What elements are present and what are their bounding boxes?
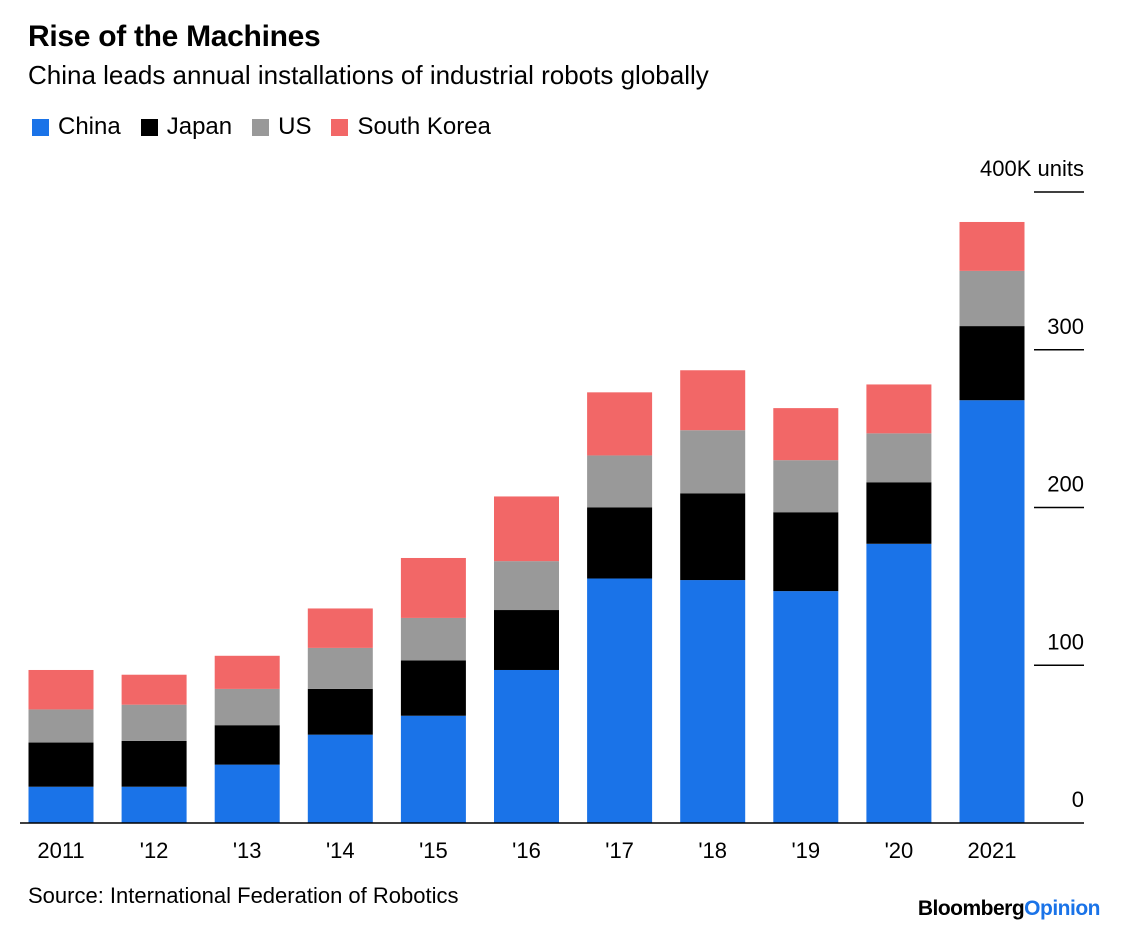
y-tick-label-200: 200 bbox=[1047, 472, 1084, 497]
x-tick-label-19: '19 bbox=[791, 838, 820, 863]
bar-japan-20 bbox=[866, 482, 932, 544]
bar-south-korea-16 bbox=[494, 496, 559, 562]
legend-item-china: China bbox=[32, 113, 121, 141]
legend-item-japan: Japan bbox=[140, 113, 233, 141]
legend-item-south-korea: South Korea bbox=[331, 113, 491, 141]
x-tick-label-18: '18 bbox=[698, 838, 727, 863]
bar-south-korea-2021 bbox=[959, 221, 1025, 271]
bar-china-13 bbox=[214, 764, 280, 823]
brand-main: Bloomberg bbox=[917, 897, 1025, 920]
bar-china-15 bbox=[400, 715, 466, 823]
x-tick-label-2011: 2011 bbox=[37, 838, 84, 863]
bar-us-16 bbox=[494, 561, 559, 611]
bar-us-19 bbox=[773, 460, 839, 513]
x-tick-label-16: '16 bbox=[512, 838, 541, 863]
legend-swatch-south-korea bbox=[331, 118, 349, 136]
bar-south-korea-12 bbox=[121, 674, 187, 705]
y-tick-label-100: 100 bbox=[1047, 629, 1084, 654]
bar-china-18 bbox=[680, 580, 746, 823]
bar-layer bbox=[28, 221, 1025, 823]
x-tick-label-2021: 2021 bbox=[968, 838, 1017, 863]
bar-china-2021 bbox=[959, 400, 1025, 823]
x-tick-label-12: '12 bbox=[140, 838, 169, 863]
bar-china-16 bbox=[494, 669, 559, 823]
bar-china-12 bbox=[121, 786, 187, 823]
x-tick-label-20: '20 bbox=[885, 838, 914, 863]
bar-us-13 bbox=[214, 688, 280, 726]
bar-south-korea-17 bbox=[587, 392, 653, 456]
bar-us-2011 bbox=[28, 709, 94, 743]
bar-china-14 bbox=[307, 734, 373, 823]
legend-swatch-japan bbox=[140, 118, 158, 136]
legend: China Japan US South Korea bbox=[32, 113, 511, 141]
legend-item-us: US bbox=[252, 113, 311, 141]
x-tick-label-13: '13 bbox=[233, 838, 262, 863]
bar-us-17 bbox=[587, 455, 653, 508]
bar-south-korea-15 bbox=[400, 557, 466, 618]
y-tick-label-300: 300 bbox=[1047, 314, 1084, 339]
bar-south-korea-14 bbox=[307, 608, 373, 648]
bar-us-15 bbox=[400, 617, 466, 661]
bar-japan-17 bbox=[587, 507, 653, 579]
bar-japan-18 bbox=[680, 493, 746, 581]
bar-china-20 bbox=[866, 543, 932, 823]
bar-japan-13 bbox=[214, 725, 280, 765]
brand-accent: Opinion bbox=[1024, 897, 1100, 920]
bar-japan-12 bbox=[121, 740, 187, 787]
bar-china-17 bbox=[587, 578, 653, 823]
chart-title: Rise of the Machines bbox=[28, 20, 321, 53]
bar-japan-15 bbox=[400, 660, 466, 716]
bar-japan-16 bbox=[494, 610, 559, 670]
bar-japan-14 bbox=[307, 688, 373, 735]
bar-south-korea-13 bbox=[214, 655, 280, 689]
bar-china-19 bbox=[773, 591, 839, 823]
legend-label-us: US bbox=[278, 113, 312, 140]
legend-swatch-china bbox=[32, 118, 49, 136]
bar-japan-2011 bbox=[28, 742, 94, 787]
y-axis: 400K units 300 200 100 0 bbox=[20, 156, 1084, 824]
brand-logo: BloombergOpinion bbox=[917, 897, 1101, 921]
bar-japan-2021 bbox=[959, 326, 1025, 401]
bar-us-12 bbox=[121, 704, 187, 741]
legend-label-japan: Japan bbox=[166, 113, 233, 140]
bar-south-korea-2011 bbox=[28, 669, 94, 710]
x-tick-label-17: '17 bbox=[605, 838, 634, 863]
x-tick-label-14: '14 bbox=[326, 838, 355, 863]
legend-label-china: China bbox=[58, 113, 121, 140]
chart-subtitle: China leads annual installations of indu… bbox=[28, 60, 709, 90]
bar-us-14 bbox=[307, 647, 373, 689]
legend-label-south-korea: South Korea bbox=[357, 113, 491, 140]
bar-south-korea-19 bbox=[773, 408, 839, 461]
bar-us-20 bbox=[866, 433, 932, 483]
bar-us-18 bbox=[680, 430, 746, 494]
bar-south-korea-18 bbox=[680, 370, 746, 431]
bar-us-2021 bbox=[959, 270, 1025, 327]
x-axis: 2011 '12 '13 '14 '15 '16 '17 '18 '19 '20 2021 bbox=[37, 838, 1016, 863]
x-tick-label-15: '15 bbox=[419, 838, 448, 863]
legend-swatch-us bbox=[252, 118, 270, 136]
y-tick-label-400: 400K units bbox=[980, 156, 1084, 181]
bar-south-korea-20 bbox=[866, 384, 932, 434]
source-note: Source: International Federation of Robo… bbox=[28, 883, 459, 908]
y-tick-label-0: 0 bbox=[1072, 787, 1084, 812]
bar-japan-19 bbox=[773, 512, 839, 592]
bar-china-2011 bbox=[28, 786, 94, 823]
